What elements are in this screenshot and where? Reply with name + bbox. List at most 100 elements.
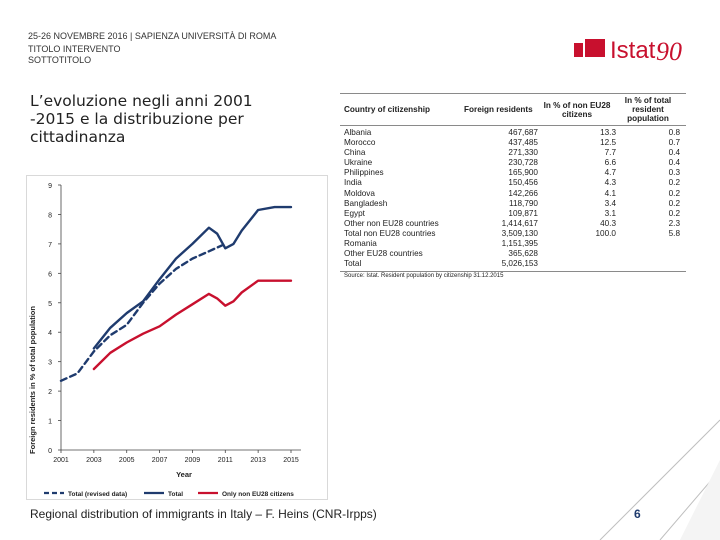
cell-residents: 230,728	[508, 158, 538, 168]
line-chart: 0 1 2 3 4 5 6 7 8 9 2001 2003 2005 2007 2009 2011 2013 20…	[26, 175, 328, 500]
cell-country: Other non EU28 countries	[344, 218, 439, 228]
x-tick-label: 2015	[283, 457, 299, 464]
y-tick-label: 0	[48, 448, 52, 455]
cell-residents: 365,628	[508, 249, 538, 259]
cell-pct-total: 0.3	[668, 168, 680, 178]
logo-number: 90	[656, 37, 682, 66]
x-tick-label: 2007	[152, 457, 168, 464]
table-row: Total 5,026,153	[340, 259, 686, 269]
chart-frame	[26, 175, 328, 500]
table-row: Romania 1,151,395	[340, 239, 686, 249]
legend-label-0: Total (revised data)	[68, 491, 127, 498]
table-row: Egypt 109,871 3.1 0.2	[340, 209, 686, 219]
col-header-pct-non-eu: In % of non EU28 citizens	[543, 100, 611, 119]
table-row: Bangladesh 118,790 3.4 0.2	[340, 199, 686, 209]
cell-country: Romania	[344, 239, 377, 249]
cell-country: Bangladesh	[344, 198, 388, 208]
series-line-1	[92, 205, 293, 350]
cell-pct-non-eu: 40.3	[600, 218, 616, 228]
slide-title-line1: L’evoluzione negli anni 2001	[30, 92, 253, 110]
series-line-2	[92, 279, 293, 371]
cell-pct-total: 0.2	[668, 178, 680, 188]
y-tick-label: 4	[48, 330, 52, 337]
cell-country: India	[344, 178, 362, 188]
col-header-country: Country of citizenship	[344, 105, 430, 114]
x-tick-label: 2013	[250, 457, 266, 464]
cell-country: Moldova	[344, 188, 375, 198]
table-header: Country of citizenship Foreign residents…	[340, 93, 686, 126]
x-tick-label: 2003	[86, 457, 102, 464]
table-row: Philippines 165,900 4.7 0.3	[340, 168, 686, 178]
table-row: Ukraine 230,728 6.6 0.4	[340, 158, 686, 168]
col-header-pct-total: In % of total resident population	[624, 96, 672, 123]
table-row: Other non EU28 countries 1,414,617 40.3 2.3	[340, 219, 686, 229]
table-body: Albania 467,687 13.3 0.8 Morocco 437,485 12.5 0…	[340, 126, 686, 271]
y-tick-label: 7	[48, 242, 52, 249]
cell-pct-total: 5.8	[668, 228, 680, 238]
cell-pct-non-eu: 7.7	[604, 148, 616, 158]
cell-pct-non-eu: 6.6	[604, 158, 616, 168]
series-line-0	[59, 242, 227, 383]
cell-country: Total	[344, 259, 362, 269]
cell-pct-non-eu	[538, 259, 616, 269]
y-tick-label: 2	[48, 389, 52, 396]
cell-residents: 109,871	[508, 208, 538, 218]
x-tick-label: 2005	[119, 457, 135, 464]
logo-block-left	[574, 43, 583, 57]
talk-title: TITOLO INTERVENTO	[28, 44, 121, 54]
cell-pct-total	[616, 259, 682, 269]
table-row: India 150,456 4.3 0.2	[340, 178, 686, 188]
cell-country: Morocco	[344, 138, 376, 148]
cell-pct-total: 0.2	[668, 198, 680, 208]
talk-subtitle: SOTTOTITOLO	[28, 55, 92, 65]
cell-country: Philippines	[344, 168, 384, 178]
cell-residents: 118,790	[509, 198, 538, 208]
table-row: China 271,330 7.7 0.4	[340, 148, 686, 158]
cell-pct-total	[616, 249, 682, 259]
cell-pct-non-eu: 4.7	[604, 168, 616, 178]
cell-residents: 150,456	[508, 178, 538, 188]
cell-pct-non-eu: 4.1	[604, 188, 616, 198]
cell-residents: 5,026,153	[501, 259, 538, 269]
x-axis-label: Year	[176, 470, 192, 479]
cell-pct-non-eu: 13.3	[600, 128, 616, 137]
cell-pct-non-eu: 4.3	[604, 178, 616, 188]
legend-label-2: Only non EU28 citizens	[222, 491, 294, 498]
y-tick-label: 3	[48, 360, 52, 367]
citizenship-table: Country of citizenship Foreign residents…	[340, 93, 686, 280]
cell-residents: 271,330	[508, 148, 538, 158]
cell-residents: 165,900	[508, 168, 538, 178]
footer-text: Regional distribution of immigrants in I…	[30, 507, 377, 521]
y-axis-label: Foreign residents in % of total populati…	[28, 306, 37, 454]
cell-pct-non-eu: 3.1	[604, 208, 616, 218]
logo-block-right	[585, 39, 605, 57]
table-row: Morocco 437,485 12.5 0.7	[340, 138, 686, 148]
logo-text: Istat	[610, 37, 656, 64]
cell-pct-total: 0.2	[668, 188, 680, 198]
slide-title-line2: -2015 e la distribuzione per	[30, 110, 244, 128]
cell-country: Ukraine	[344, 158, 373, 168]
cell-country: Total non EU28 countries	[344, 228, 436, 238]
cell-residents: 3,509,130	[501, 228, 538, 238]
y-tick-label: 9	[48, 183, 52, 190]
cell-residents: 142,266	[508, 188, 538, 198]
cell-country: Egypt	[344, 208, 365, 218]
cell-pct-total: 0.8	[668, 128, 680, 137]
x-tick-label: 2011	[218, 457, 233, 464]
slide-title: L’evoluzione negli anni 2001 -2015 e la …	[30, 92, 330, 146]
cell-residents: 1,151,395	[501, 239, 538, 249]
cell-country: Other EU28 countries	[344, 249, 423, 259]
y-tick-label: 8	[48, 212, 52, 219]
cell-pct-non-eu	[538, 239, 616, 249]
event-header: 25-26 NOVEMBRE 2016 | SAPIENZA UNIVERSIT…	[28, 31, 277, 41]
cell-residents: 437,485	[508, 138, 538, 148]
table-source: Source: Istat. Resident population by ci…	[340, 271, 686, 280]
cell-pct-non-eu	[538, 249, 616, 259]
cell-pct-total: 2.3	[668, 218, 680, 228]
cell-pct-total: 0.4	[668, 158, 680, 168]
cell-pct-non-eu: 100.0	[595, 228, 617, 238]
x-tick-label: 2009	[185, 457, 201, 464]
istat-logo: Istat 90	[574, 37, 682, 66]
col-header-residents: Foreign residents	[464, 105, 533, 114]
cell-residents: 467,687	[508, 128, 538, 137]
